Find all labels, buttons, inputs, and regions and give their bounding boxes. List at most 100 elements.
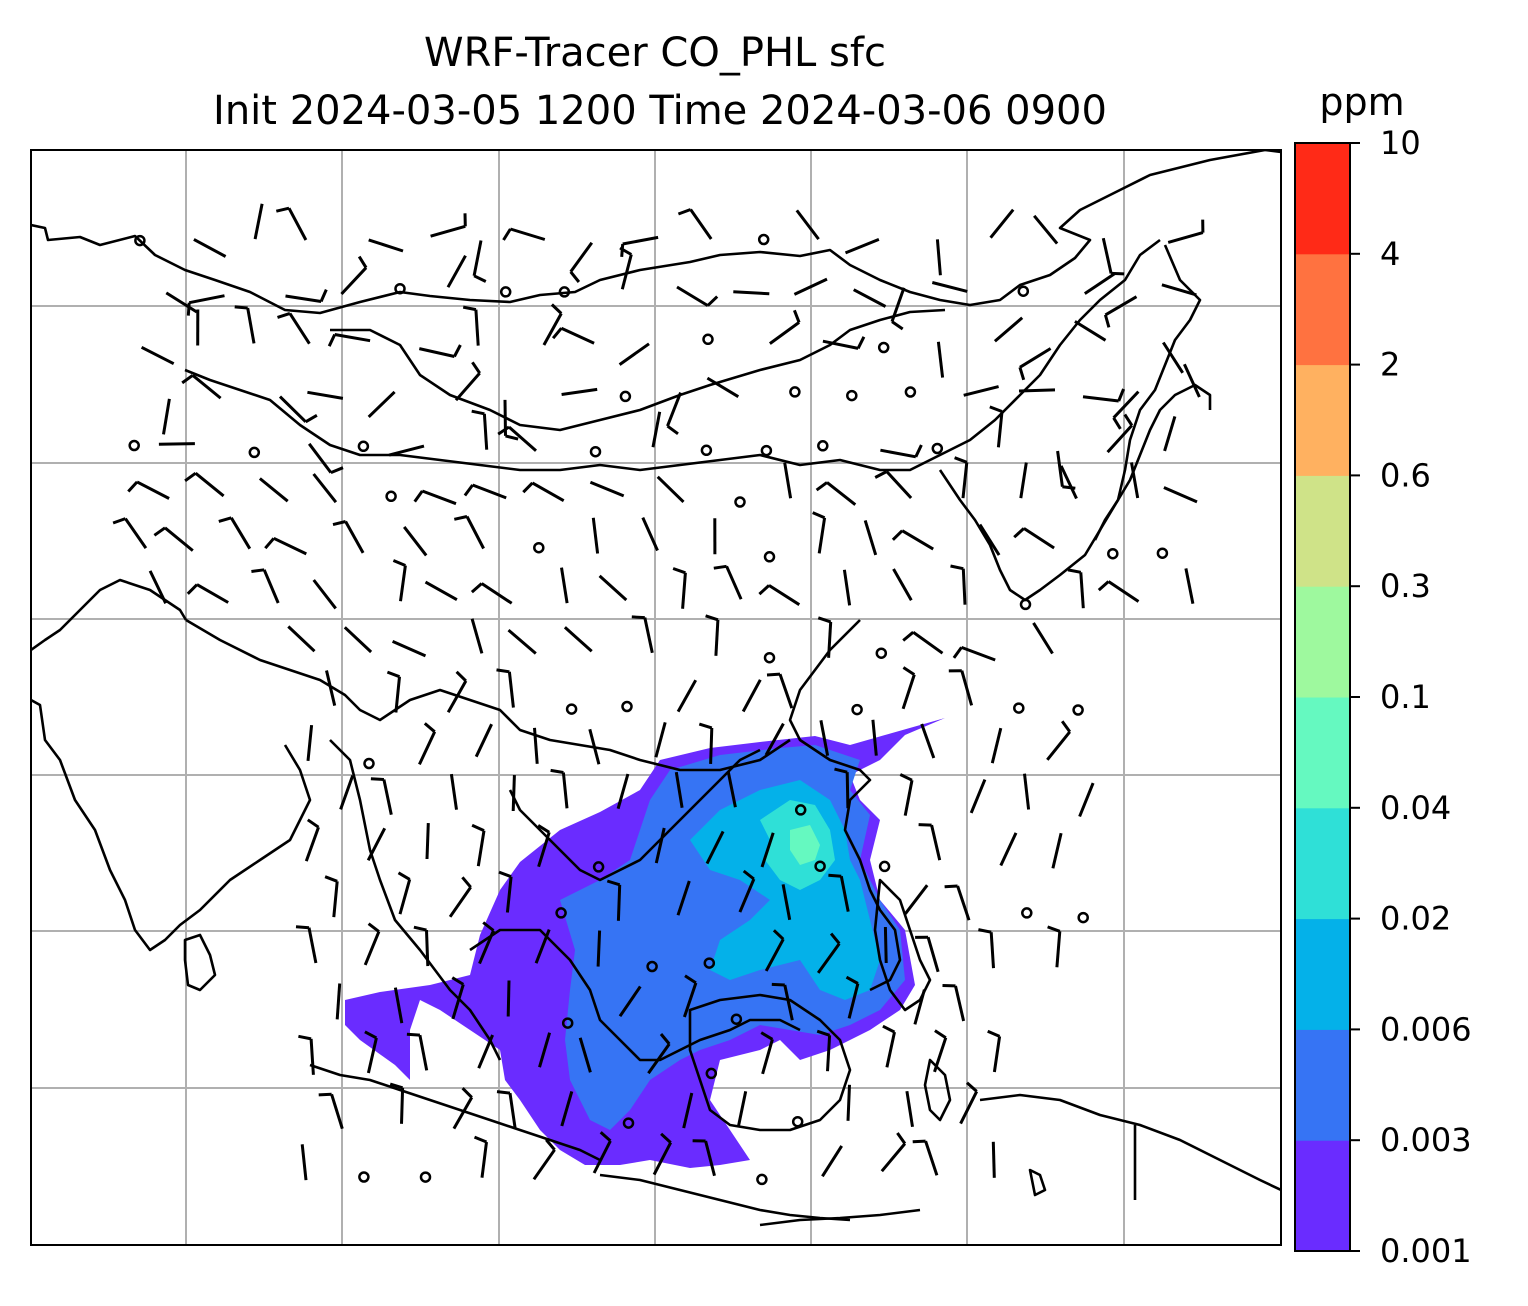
wind-barb-shaft [681,572,687,609]
wind-barb-shaft [959,1090,979,1125]
calm-wind-marker [703,957,716,969]
calm-wind-marker [1072,704,1084,716]
wind-barb-shaft [1106,424,1134,454]
wind-barb-shaft [598,574,628,602]
wind-barb-shaft [335,983,342,1020]
wind-barb-flag [631,615,645,620]
wind-barb-shaft [1082,395,1119,403]
border-mongolia [330,308,946,432]
wind-barb-flag [471,361,481,374]
wind-barb-flag [502,228,512,241]
wind-barb-shaft [647,1043,671,1075]
wind-barb-shaft [446,680,468,713]
wind-barb-shaft [842,569,852,606]
wind-barb-shaft [418,1034,429,1071]
colorbar-tick-label: 0.02 [1380,900,1451,938]
calm-wind-marker [931,442,944,455]
wind-barb-flag [882,1024,896,1034]
coastline-india [31,578,312,952]
wind-barb-flag [471,409,485,416]
wind-barb-flag [829,932,841,945]
calm-wind-marker [358,1171,370,1183]
calm-wind-marker [763,651,776,664]
calm-wind-marker [646,960,658,973]
wind-barb-shaft [819,720,830,756]
wind-barb-shaft [1101,237,1113,274]
wind-barb-shaft [926,936,940,973]
wind-barb-shaft [990,727,1003,764]
wind-barb-shaft [769,321,800,345]
wind-barb-flag [277,311,291,319]
wind-barb-flag [330,466,344,474]
wind-barb-flag [914,444,923,458]
calm-wind-marker [1013,702,1025,714]
wind-barb-flag [1123,413,1134,427]
wind-barb-shaft [933,1037,948,1073]
wind-barb-flag [251,568,265,573]
wind-barb-shaft [589,480,625,498]
wind-barb-shaft [312,579,337,610]
calm-wind-marker [385,490,397,503]
wind-barb-shaft [430,224,466,238]
wind-barb-shaft [1162,341,1184,374]
wind-barb-shaft [367,390,396,418]
wind-barb-shaft [418,731,437,766]
wind-barb-flag [498,870,512,879]
wind-barb-shaft [454,372,481,402]
colorbar-segments [1295,143,1350,1252]
wind-barb-shaft [618,342,650,366]
wind-barb-shaft [704,1140,716,1177]
wind-barb-shaft [1019,347,1052,369]
wind-barb-shaft [760,832,775,868]
wind-barb-shaft [478,929,495,965]
wind-barb-shaft [534,929,551,964]
calm-wind-marker [700,444,713,457]
coastline-china-east [788,619,902,992]
wind-barb-shaft [783,462,793,499]
wind-barb-shaft [368,238,404,253]
wind-barb-shaft [821,1145,843,1178]
wind-barb-shaft [1130,462,1140,499]
wind-barb-shaft [903,779,914,816]
wind-barb-shaft [258,477,289,503]
wind-barb-flag [1062,485,1076,490]
wind-barb-shaft [507,671,515,708]
wind-barb-flag [181,374,194,385]
calm-wind-marker [756,1173,768,1186]
wind-barb-shaft [954,985,966,1022]
wind-barb-flag [550,303,563,315]
wind-barb-flag [406,1032,421,1037]
wind-barb-shaft [148,570,168,604]
wind-barb-shaft [425,930,430,967]
wind-barb-shaft [1104,295,1138,317]
plot-title-line2: Init 2024-03-05 1200 Time 2024-03-06 090… [213,88,1107,134]
calm-wind-marker [499,286,512,298]
border-himalaya [185,618,791,772]
wind-barb-shaft [307,390,344,400]
wind-barb-shaft [904,884,929,915]
wind-barb-shaft [901,529,934,551]
wind-barb-shaft [344,520,365,554]
wind-barb-flag [1013,527,1025,539]
wind-barb-flag [742,869,755,881]
wind-barb-flag [934,1029,947,1039]
calm-wind-marker [248,446,261,459]
wind-barb-shaft [508,1092,517,1129]
wind-barb-shaft [366,1037,378,1074]
wind-barb-shaft [421,489,457,506]
coastline-korea-japan [938,383,1212,602]
wind-barb-flag [684,974,697,985]
wind-barb-shaft [193,238,227,258]
wind-barb-shaft [844,238,880,255]
wind-barb-shaft [817,517,827,554]
calm-wind-marker [592,861,605,873]
wind-barb-shaft [912,630,944,655]
wind-barb-shaft [304,826,320,862]
wind-barb-flag [451,976,465,986]
wind-barb-flag [660,1132,672,1144]
wind-barb-shaft [839,875,850,912]
calm-wind-marker [558,286,571,298]
wind-barb-shaft [480,582,513,605]
colorbar-segment [1295,697,1350,809]
wind-barb-shaft [674,771,684,808]
